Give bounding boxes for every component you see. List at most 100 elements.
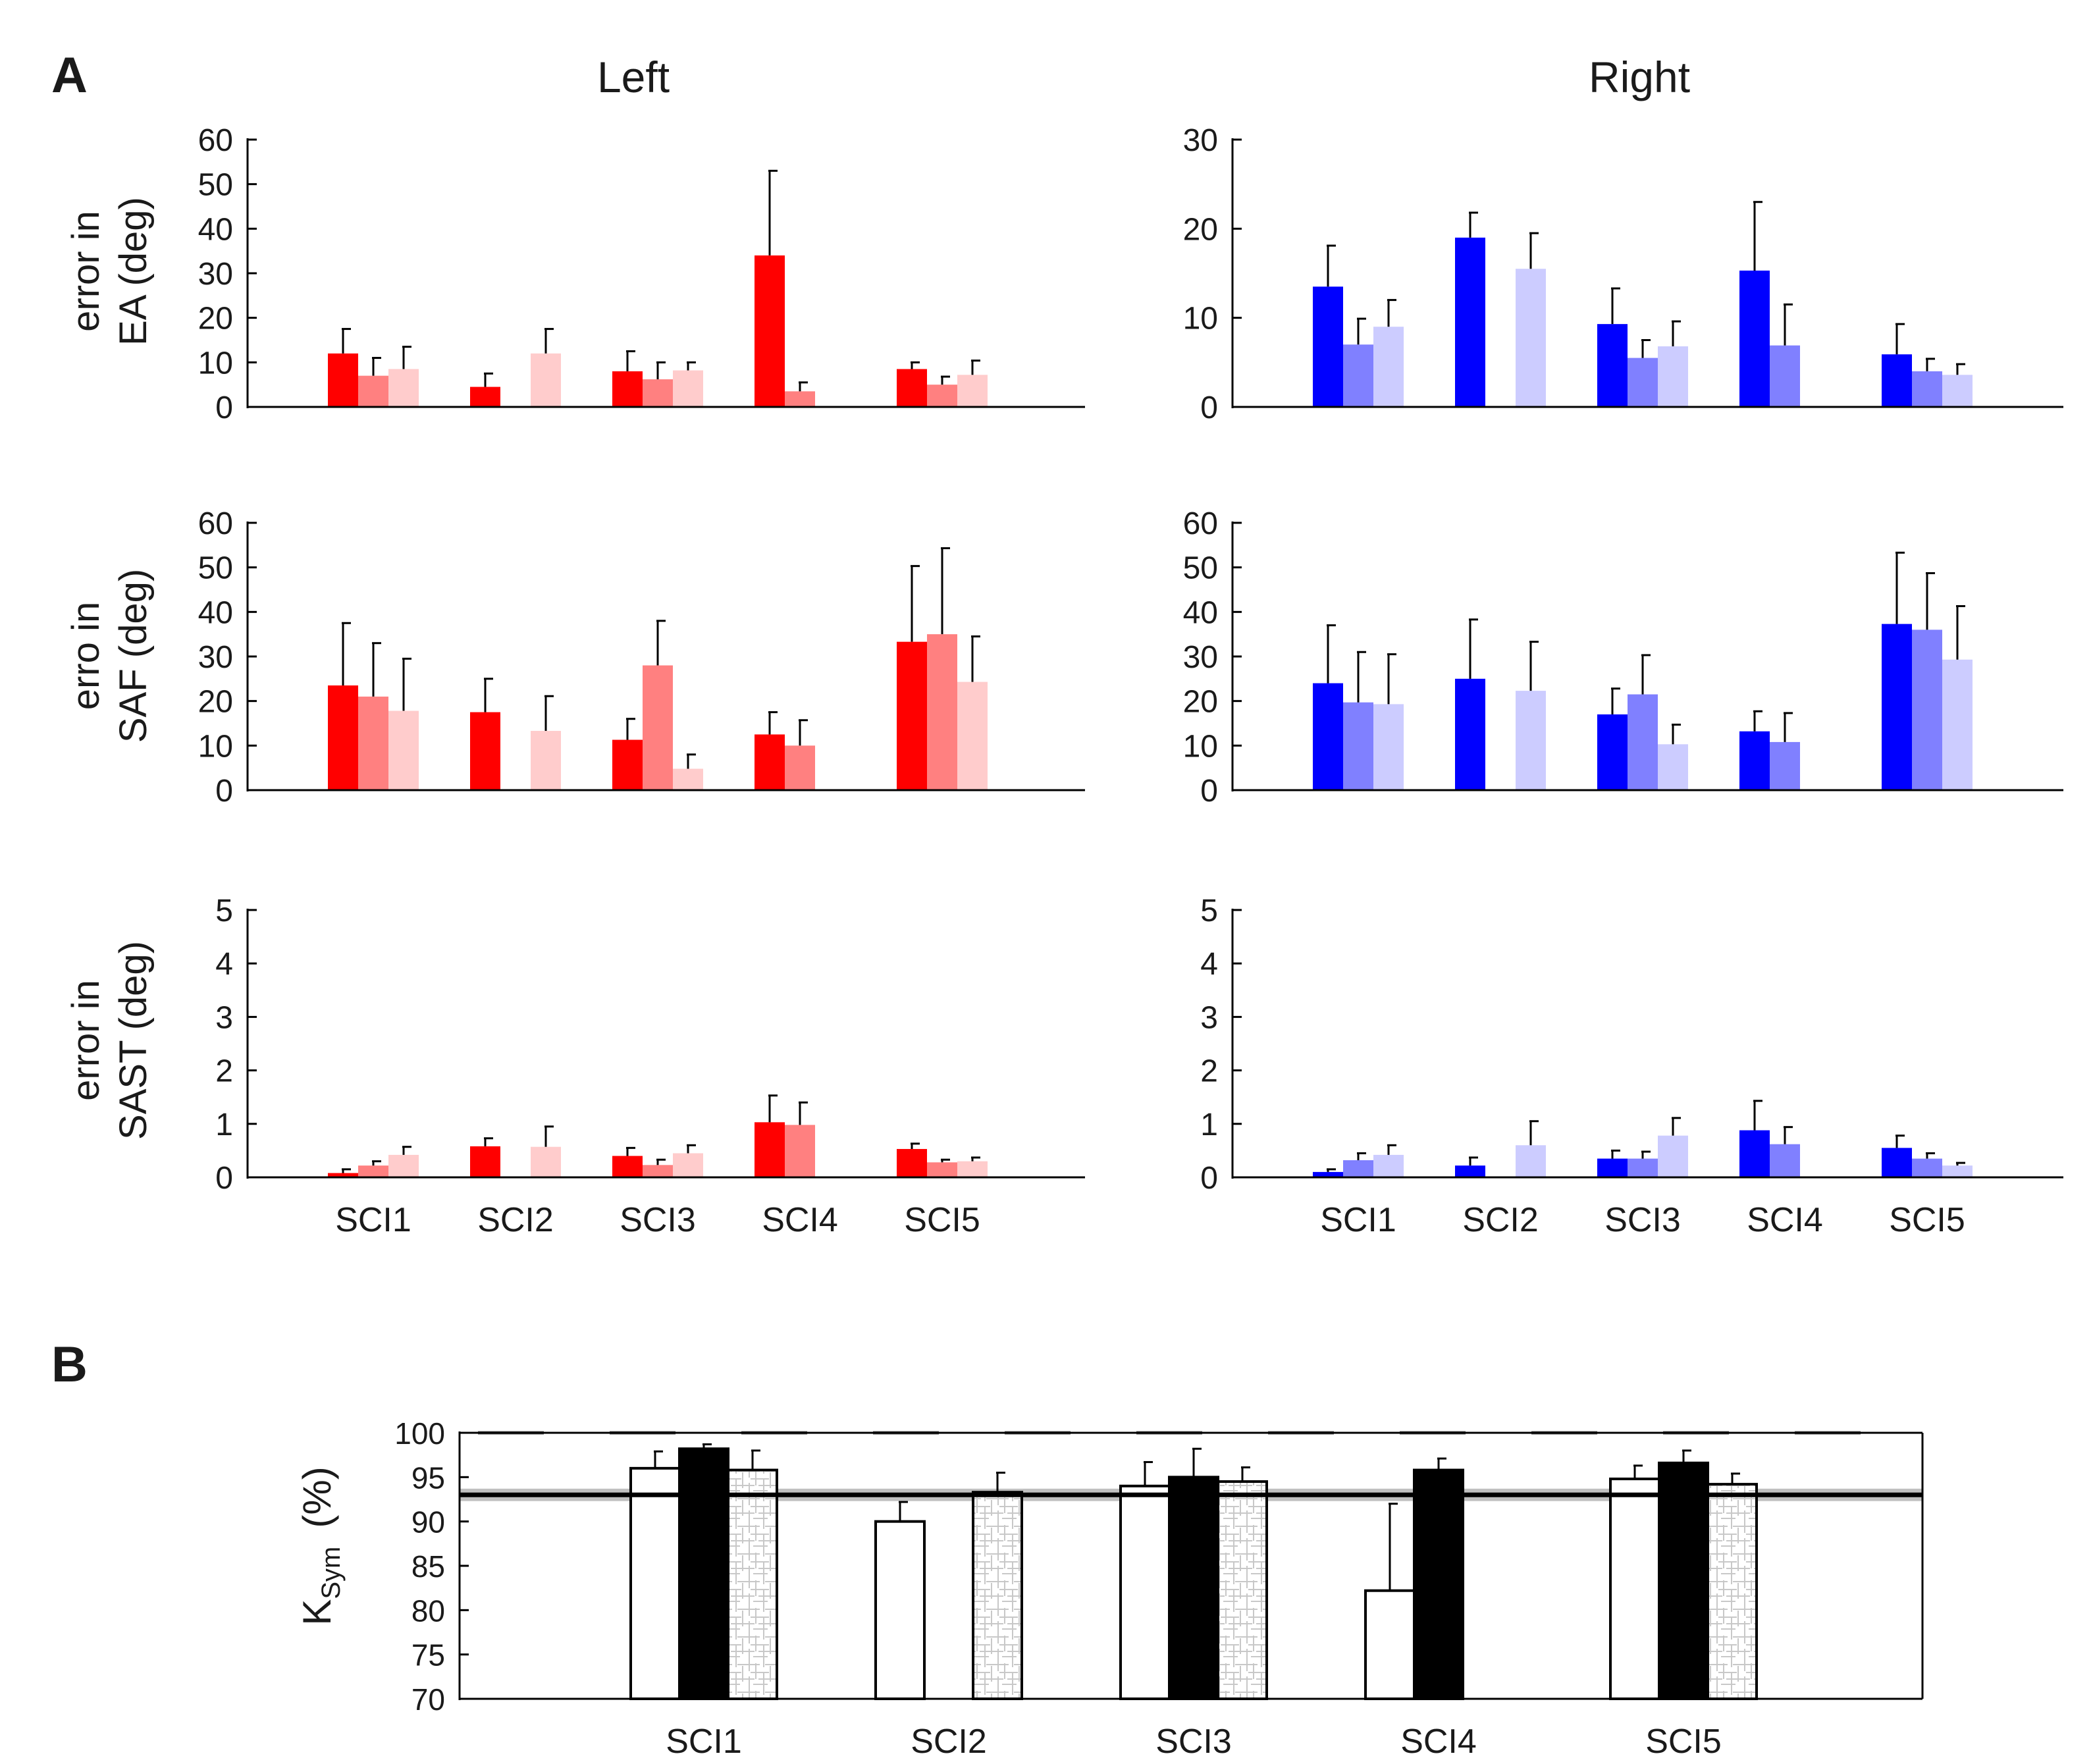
bar-sast-left-sci4-s1 bbox=[755, 1122, 785, 1177]
bar-saf-left-sci2-s1 bbox=[470, 712, 500, 790]
bar-saf-right-sci5-s3 bbox=[1942, 659, 1973, 790]
bar-sast-right-sci3-s1 bbox=[1597, 1158, 1628, 1177]
column-title-right: Right bbox=[1589, 53, 1690, 101]
bar-ksym-sci4-s2 bbox=[1413, 1468, 1464, 1701]
ytick-label-sast-left-5: 5 bbox=[215, 894, 233, 928]
bar-sast-right-sci3-s3 bbox=[1658, 1135, 1688, 1177]
bar-saf-right-sci5-s2 bbox=[1912, 629, 1942, 790]
ytick-label-sast-left-4: 4 bbox=[215, 947, 233, 982]
ytick-label-saf-left-50: 50 bbox=[198, 551, 233, 586]
bar-ea-left-sci5-s3 bbox=[957, 375, 988, 407]
bar-sast-right-sci1-s1 bbox=[1313, 1171, 1343, 1177]
bar-ksym-sci3-s3 bbox=[1217, 1480, 1268, 1700]
category-label-sast-right-sci3: SCI3 bbox=[1604, 1201, 1681, 1239]
bar-ea-right-sci2-s1 bbox=[1455, 237, 1485, 407]
bar-sast-left-sci4-s2 bbox=[785, 1125, 815, 1177]
bar-ea-left-sci2-s1 bbox=[470, 387, 500, 407]
bar-sast-right-sci2-s1 bbox=[1455, 1165, 1485, 1177]
bar-saf-right-sci1-s1 bbox=[1313, 683, 1343, 790]
bar-saf-left-sci5-s3 bbox=[957, 682, 988, 790]
ytick-label-saf-right-10: 10 bbox=[1183, 729, 1218, 764]
bar-saf-left-sci1-s2 bbox=[358, 696, 388, 790]
ytick-label-ksym-75: 75 bbox=[411, 1638, 445, 1672]
bar-ksym-sci5-s2 bbox=[1658, 1461, 1709, 1700]
panel-label-b: B bbox=[51, 1337, 88, 1393]
ytick-label-saf-left-40: 40 bbox=[198, 595, 233, 630]
bar-ea-left-sci3-s2 bbox=[643, 379, 673, 407]
bar-ksym-sci4-s1 bbox=[1364, 1589, 1416, 1701]
bar-ea-right-sci1-s2 bbox=[1343, 344, 1373, 407]
chart-saf-left: 0 10 20 30 40 50 60 bbox=[198, 506, 1085, 809]
bar-saf-left-sci3-s2 bbox=[643, 665, 673, 790]
bar-ea-left-sci1-s2 bbox=[358, 375, 388, 407]
ytick-label-saf-right-60: 60 bbox=[1183, 506, 1218, 541]
ytick-label-saf-right-0: 0 bbox=[1200, 774, 1218, 809]
bar-sast-left-sci2-s1 bbox=[470, 1146, 500, 1177]
bar-ksym-sci1-s3 bbox=[727, 1468, 778, 1701]
bar-saf-right-sci1-s3 bbox=[1373, 704, 1404, 790]
bar-sast-left-sci3-s1 bbox=[612, 1156, 643, 1177]
ytick-label-ea-left-50: 50 bbox=[198, 168, 233, 203]
row-label-sast-line2: SAST (deg) bbox=[112, 941, 155, 1140]
ytick-label-ksym-100: 100 bbox=[394, 1416, 445, 1451]
ytick-label-ea-right-30: 30 bbox=[1183, 123, 1218, 158]
bar-sast-left-sci5-s1 bbox=[897, 1148, 927, 1177]
category-label-sast-left-sci3: SCI3 bbox=[620, 1201, 696, 1239]
category-label-ksym-sci2: SCI2 bbox=[911, 1723, 987, 1761]
ytick-label-ea-left-0: 0 bbox=[215, 390, 233, 425]
ytick-label-saf-left-30: 30 bbox=[198, 640, 233, 675]
ytick-label-sast-right-1: 1 bbox=[1200, 1108, 1218, 1142]
bar-sast-left-sci3-s2 bbox=[643, 1165, 673, 1177]
category-label-sast-left-sci1: SCI1 bbox=[335, 1201, 411, 1239]
bar-ea-right-sci3-s2 bbox=[1628, 358, 1658, 407]
bar-ea-right-sci2-s3 bbox=[1516, 269, 1546, 407]
bar-ea-left-sci5-s1 bbox=[897, 369, 927, 407]
ytick-label-ea-left-20: 20 bbox=[198, 302, 233, 336]
ytick-label-saf-left-60: 60 bbox=[198, 506, 233, 541]
ytick-label-sast-left-1: 1 bbox=[215, 1108, 233, 1142]
ytick-label-saf-left-20: 20 bbox=[198, 685, 233, 720]
b-ylabel: KSym (%) bbox=[295, 1466, 346, 1625]
bar-saf-left-sci5-s1 bbox=[897, 641, 927, 790]
bar-sast-right-sci1-s2 bbox=[1343, 1160, 1373, 1177]
ytick-label-ksym-70: 70 bbox=[411, 1682, 445, 1717]
category-label-sast-right-sci2: SCI2 bbox=[1462, 1201, 1539, 1239]
bar-saf-right-sci3-s3 bbox=[1658, 744, 1688, 790]
bar-saf-right-sci1-s2 bbox=[1343, 702, 1373, 790]
panel-label-a: A bbox=[51, 47, 88, 103]
ytick-label-ksym-95: 95 bbox=[411, 1460, 445, 1495]
bar-sast-left-sci3-s3 bbox=[673, 1153, 703, 1177]
row-label-saf-line2: SAF (deg) bbox=[112, 569, 155, 743]
row-label-ea-line2: EA (deg) bbox=[112, 197, 155, 346]
ytick-label-ksym-85: 85 bbox=[411, 1549, 445, 1584]
bar-saf-right-sci3-s1 bbox=[1597, 714, 1628, 790]
chart-ea-right: 0 10 20 30 bbox=[1183, 123, 2063, 425]
bar-ea-left-sci4-s1 bbox=[755, 255, 785, 407]
bar-sast-left-sci2-s3 bbox=[531, 1146, 561, 1177]
category-label-ksym-sci3: SCI3 bbox=[1155, 1723, 1232, 1761]
bar-sast-right-sci5-s1 bbox=[1882, 1148, 1912, 1177]
row-label-saf-line1: erro in bbox=[65, 602, 107, 710]
bar-saf-left-sci4-s2 bbox=[785, 745, 815, 790]
bar-ea-left-sci5-s2 bbox=[927, 385, 957, 407]
ytick-label-sast-left-2: 2 bbox=[215, 1054, 233, 1089]
bar-ea-right-sci5-s2 bbox=[1912, 371, 1942, 407]
ytick-label-saf-right-30: 30 bbox=[1183, 640, 1218, 675]
bar-sast-right-sci3-s2 bbox=[1628, 1158, 1658, 1177]
bar-sast-left-sci1-s3 bbox=[388, 1154, 419, 1177]
category-label-sast-right-sci4: SCI4 bbox=[1747, 1201, 1823, 1239]
bar-saf-right-sci2-s1 bbox=[1455, 678, 1485, 790]
bar-sast-right-sci2-s3 bbox=[1516, 1145, 1546, 1177]
bar-saf-left-sci1-s3 bbox=[388, 710, 419, 790]
row-label-ea-line1: error in bbox=[65, 211, 107, 332]
ytick-label-sast-left-3: 3 bbox=[215, 1000, 233, 1035]
bar-ksym-sci3-s2 bbox=[1168, 1476, 1219, 1700]
bar-ea-right-sci1-s3 bbox=[1373, 327, 1404, 407]
ytick-label-ea-right-0: 0 bbox=[1200, 390, 1218, 425]
bar-ea-left-sci3-s3 bbox=[673, 370, 703, 407]
ytick-label-ea-left-60: 60 bbox=[198, 123, 233, 158]
bar-ea-right-sci5-s1 bbox=[1882, 354, 1912, 407]
b-ylabel-unit: (%) bbox=[295, 1466, 339, 1528]
bar-saf-right-sci5-s1 bbox=[1882, 624, 1912, 790]
